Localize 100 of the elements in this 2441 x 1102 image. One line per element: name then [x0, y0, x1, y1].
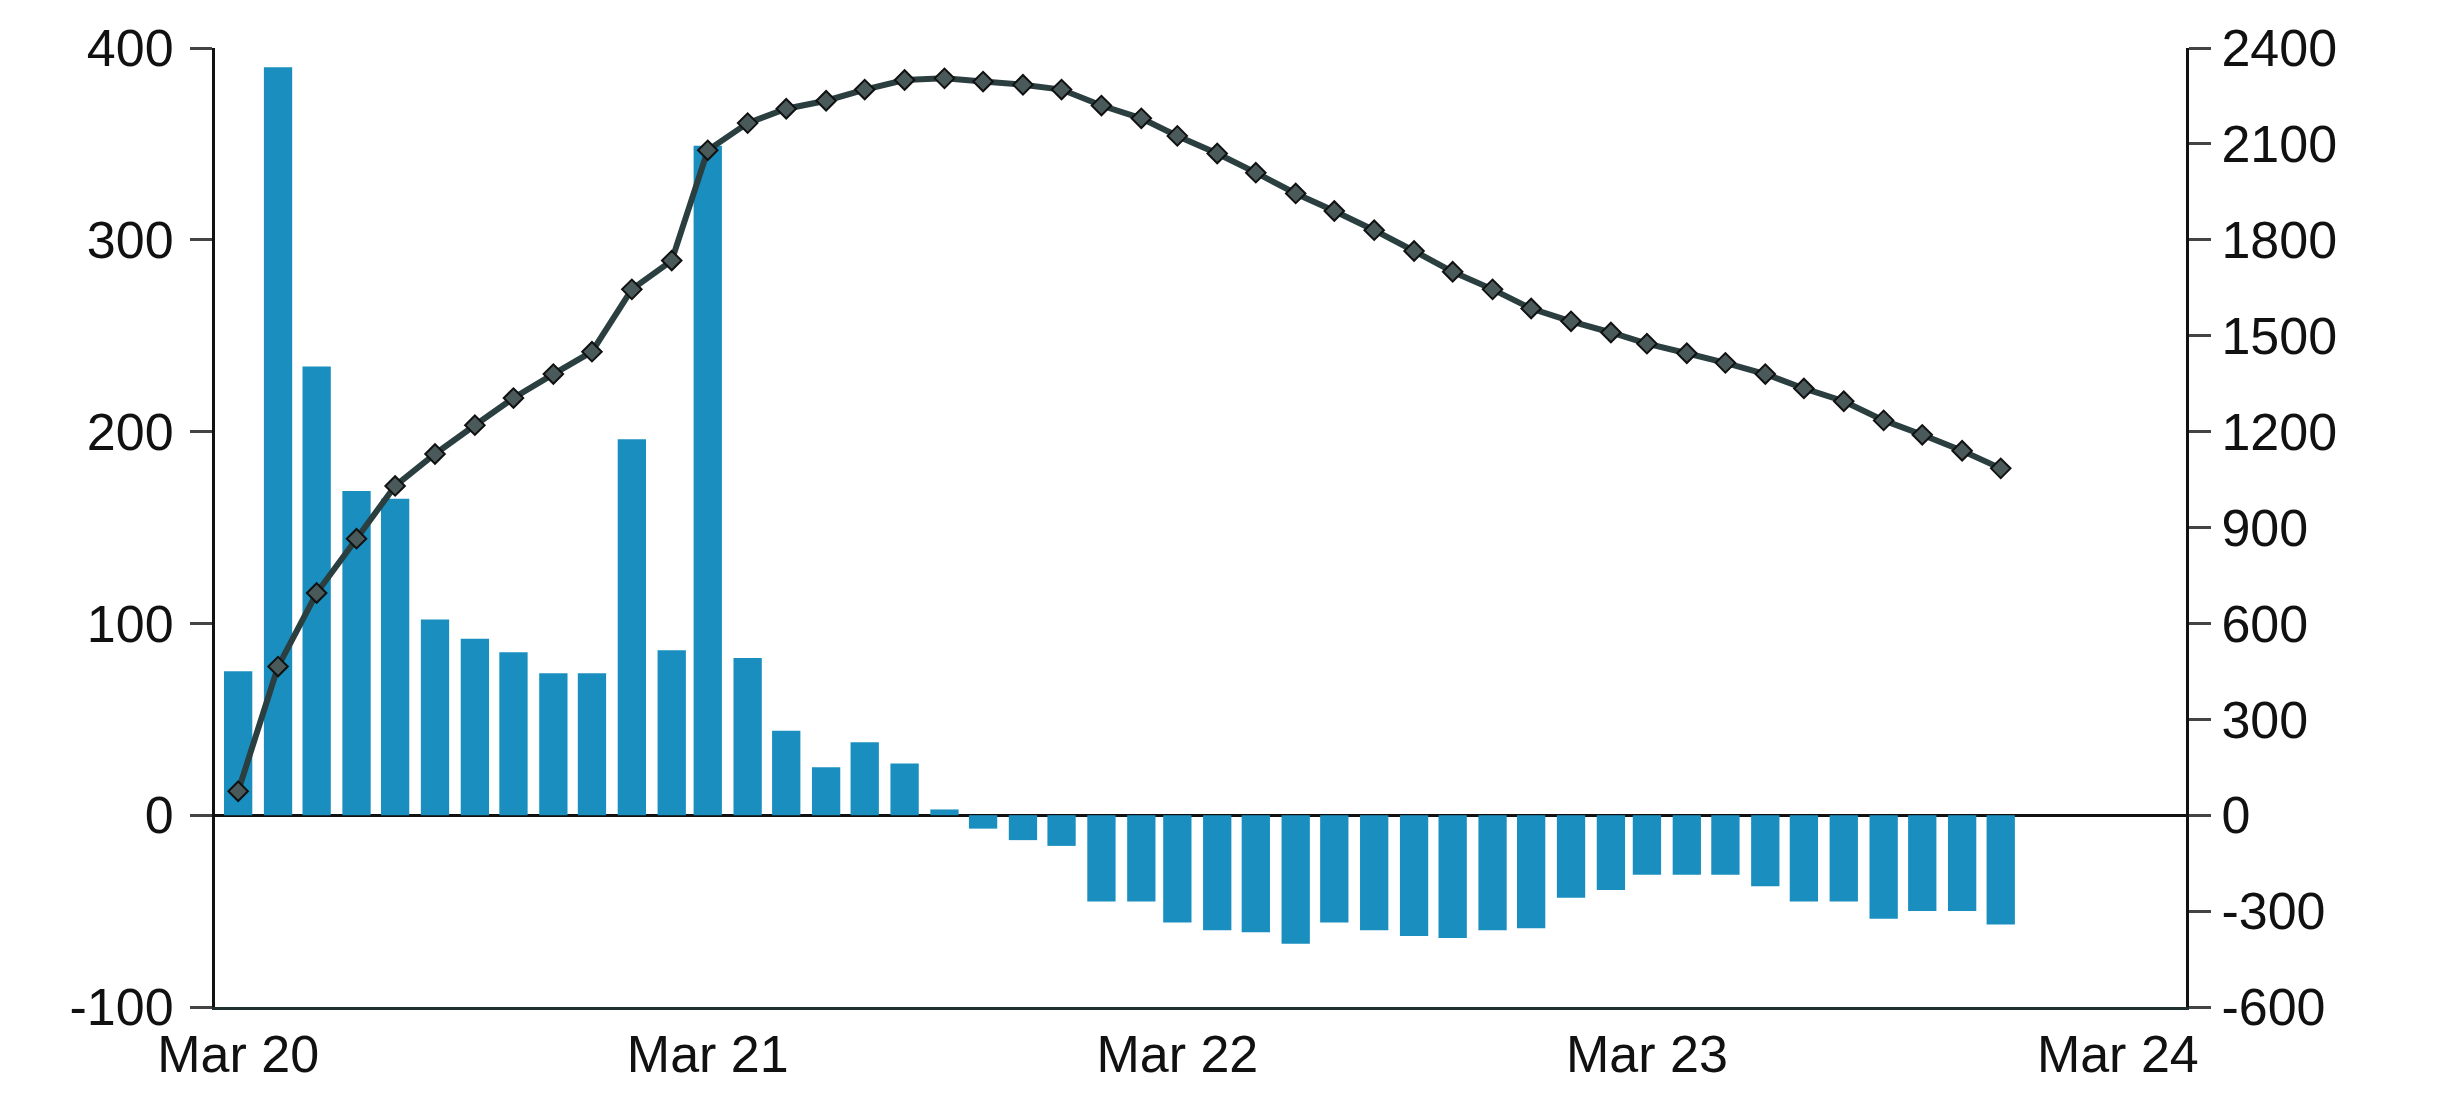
y-tick-label: 100 [86, 594, 174, 653]
point [267, 655, 289, 678]
point [1600, 321, 1622, 344]
bar [1047, 815, 1076, 846]
bar [1516, 815, 1546, 929]
bar [1320, 815, 1349, 923]
x-tick-label: Mar 21 [626, 1025, 789, 1084]
point [384, 475, 406, 497]
point [1560, 310, 1582, 333]
point [1403, 240, 1425, 262]
bar [1087, 815, 1116, 902]
bar [1829, 815, 1858, 902]
bar [539, 673, 568, 816]
x-tick-label: Mar 23 [1566, 1025, 1728, 1084]
x-tick-label: Mar 24 [2036, 1025, 2199, 1084]
point [1323, 200, 1346, 222]
bar [1163, 815, 1192, 923]
point [775, 97, 797, 120]
point [502, 387, 525, 409]
bar [1986, 815, 2015, 925]
point [1636, 332, 1658, 355]
bar [1241, 815, 1270, 933]
y-tick-label: 300 [86, 211, 174, 269]
point [345, 527, 368, 550]
point [424, 443, 446, 465]
point [1951, 440, 1973, 462]
point [1754, 363, 1777, 385]
bar [1751, 815, 1780, 887]
bar [577, 673, 607, 816]
bar [617, 439, 646, 816]
bar [1711, 815, 1740, 875]
bar [1672, 815, 1701, 875]
bar [811, 767, 841, 816]
bar [1399, 815, 1429, 937]
bar [1556, 815, 1586, 898]
point [1012, 74, 1034, 96]
y2-tick-label: 600 [2221, 594, 2309, 653]
point [1166, 125, 1189, 147]
point [1989, 457, 2012, 480]
y2-tick-label: 2100 [2221, 115, 2338, 174]
bar [850, 742, 879, 816]
point [1676, 342, 1698, 365]
bar [342, 491, 371, 816]
point [1911, 424, 1934, 446]
point [697, 139, 719, 162]
point [853, 78, 876, 101]
x-tick-label: Mar 22 [1096, 1025, 1259, 1084]
point [1050, 78, 1073, 101]
point [542, 363, 565, 385]
bar [1596, 815, 1626, 890]
y2-tick-label: 900 [2221, 498, 2309, 557]
y2-tick-label: -600 [2221, 978, 2326, 1037]
bar [968, 815, 998, 829]
point [893, 69, 916, 91]
point [464, 414, 486, 436]
bar [460, 638, 490, 816]
point [1714, 352, 1737, 374]
y2-tick-label: -300 [2221, 882, 2326, 941]
point [621, 278, 643, 301]
point [1833, 390, 1855, 412]
point [1284, 182, 1307, 205]
bar [1869, 815, 1898, 919]
bar [380, 498, 410, 816]
point [660, 249, 683, 272]
point [1130, 107, 1153, 130]
bar [890, 763, 919, 816]
point [1245, 161, 1267, 184]
point [1793, 377, 1815, 400]
bar [733, 657, 762, 816]
bar [420, 619, 450, 816]
bar [263, 67, 293, 816]
bar [930, 809, 959, 816]
bar [1360, 815, 1389, 931]
point [1872, 409, 1895, 432]
bar [302, 366, 331, 816]
bar [1281, 815, 1310, 944]
bar [1789, 815, 1819, 902]
point [933, 67, 956, 90]
bar [657, 650, 686, 816]
bar [499, 652, 528, 816]
point [1441, 261, 1464, 283]
bar [1438, 815, 1467, 938]
bar [1127, 815, 1156, 902]
bar [1008, 815, 1038, 841]
y-tick-label: 200 [86, 402, 174, 461]
y2-tick-label: 1500 [2221, 306, 2338, 365]
bar [693, 145, 722, 816]
point [581, 340, 603, 363]
y-tick-label: 0 [144, 786, 174, 845]
point [1481, 278, 1504, 301]
bar [772, 730, 801, 816]
bar [1947, 815, 1977, 912]
point [227, 780, 249, 802]
y2-tick-label: 0 [2221, 786, 2251, 845]
y2-tick-label: 300 [2221, 690, 2309, 749]
point [1520, 297, 1542, 320]
y-tick-label: 400 [86, 19, 174, 78]
point [736, 112, 759, 134]
point [1090, 94, 1113, 117]
bar [1908, 815, 1937, 912]
